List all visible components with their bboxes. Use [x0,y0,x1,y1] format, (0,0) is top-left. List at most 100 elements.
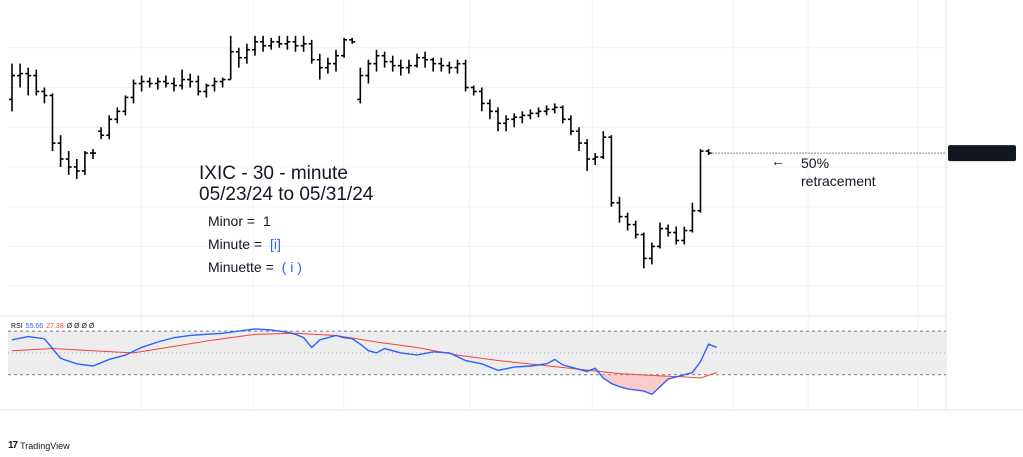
ohlc-bar [462,59,469,92]
rsi-line [11,328,717,396]
ohlc-bar [179,69,186,90]
ohlc-bar [681,226,688,245]
legend-value: 1 [263,213,271,229]
ohlc-bar [9,63,15,112]
ohlc-bar [154,77,161,90]
ohlc-bar [203,83,210,98]
ohlc-bar [252,35,258,56]
ohlc-bar [138,75,145,92]
ohlc-bar [438,57,445,72]
ohlc-bar [324,57,331,74]
annotation-line2: retracement [801,173,876,189]
ohlc-bar [365,59,372,84]
ohlc-bar [381,51,388,68]
ohlc-bar [697,149,704,213]
ohlc-bar [446,61,453,74]
ohlc-bar [284,35,291,50]
ohlc-bar [397,59,404,76]
ohlc-bar [527,109,534,120]
ohlc-bar [90,149,96,160]
chart-title-line2: 05/23/24 to 05/31/24 [199,184,374,205]
rsi-legend-rsi-value: 55.66 [26,323,44,330]
ohlc-bar [98,127,105,140]
ohlc-bar [495,107,501,132]
ohlc-bar [146,77,153,88]
legend-value: [i] [270,236,281,252]
ohlc-bar [300,35,307,52]
ohlc-bar [25,67,32,96]
ohlc-bar [705,149,712,156]
ohlc-bar [106,115,113,140]
last-price-badge [948,145,1016,162]
rsi-legend-name: RSI [11,323,23,330]
ohlc-bar [535,107,542,118]
ohlc-bar [511,113,518,128]
ohlc-bar [632,220,639,239]
ohlc-bar [422,51,429,68]
candles [9,35,712,269]
legend-label: Minute = [208,236,266,252]
ohlc-bar [559,105,566,124]
ohlc-bar [616,196,623,223]
ohlc-bar [673,226,680,245]
ohlc-bar [308,39,315,64]
rsi-panel: RSI 55.66 27.38 Ø Ø Ø Ø [8,323,946,396]
ohlc-bar [430,57,437,72]
ohlc-bar [405,59,412,74]
legend-row: Minuette = ( i ) [208,259,302,275]
legend-row: Minute = [i] [208,236,281,252]
rsi-legend-ma-value: 27.38 [46,323,64,330]
ohlc-bar [373,49,380,72]
ohlc-bar [227,35,234,81]
ohlc-bar [584,139,591,171]
ohlc-bar [349,37,356,44]
ohlc-bar [17,63,24,88]
ohlc-bar [567,115,574,136]
ohlc-bar [454,59,461,74]
legend-row: Minor = 1 [208,213,271,229]
legend-label: Minor = [208,213,259,229]
ohlc-bar [470,85,477,96]
ohlc-bar [414,53,420,68]
tradingview-text: TradingView [20,440,70,451]
ohlc-bar [486,99,493,120]
ohlc-bar [211,77,218,92]
wave-legend: Minor = 1 Minute = [i] Minuette = ( i ) [208,213,302,275]
rsi-ma-line [11,332,717,379]
ohlc-bar [268,37,275,50]
ohlc-bar [333,49,339,72]
ohlc-bar [389,55,396,72]
ohlc-bar [503,115,510,132]
ohlc-bar [689,202,696,233]
ohlc-bar [235,47,242,68]
ohlc-bar [648,242,655,265]
ohlc-bar [276,35,283,48]
ohlc-bar [260,35,267,52]
annotation-line1: 50% [801,155,829,171]
ohlc-bar [600,131,607,160]
ohlc-bar [114,107,121,124]
ohlc-bar [640,232,647,269]
tradingview-branding: 17 TradingView [8,440,70,451]
tradingview-logo-icon: 17 [8,440,18,451]
price-axis [948,145,1016,162]
ohlc-bar [576,127,582,152]
ohlc-bar [243,43,250,64]
ohlc-bar [357,67,364,104]
rsi-legend: RSI 55.66 27.38 Ø Ø Ø Ø [11,323,95,330]
ohlc-bar [292,35,299,52]
ohlc-bar [219,77,226,88]
ohlc-bar [519,111,526,124]
ohlc-bar [478,87,485,112]
ohlc-bar [187,73,194,88]
ohlc-bar [73,159,80,179]
legend-value: ( i ) [282,259,302,275]
ohlc-bar [122,95,129,116]
ohlc-bar [171,77,177,92]
annotation-arrow: ← [771,153,785,169]
ohlc-bar [130,79,137,104]
ohlc-bar [65,151,72,175]
rsi-legend-extra: Ø Ø Ø Ø [67,323,95,330]
ohlc-bar [41,87,48,104]
